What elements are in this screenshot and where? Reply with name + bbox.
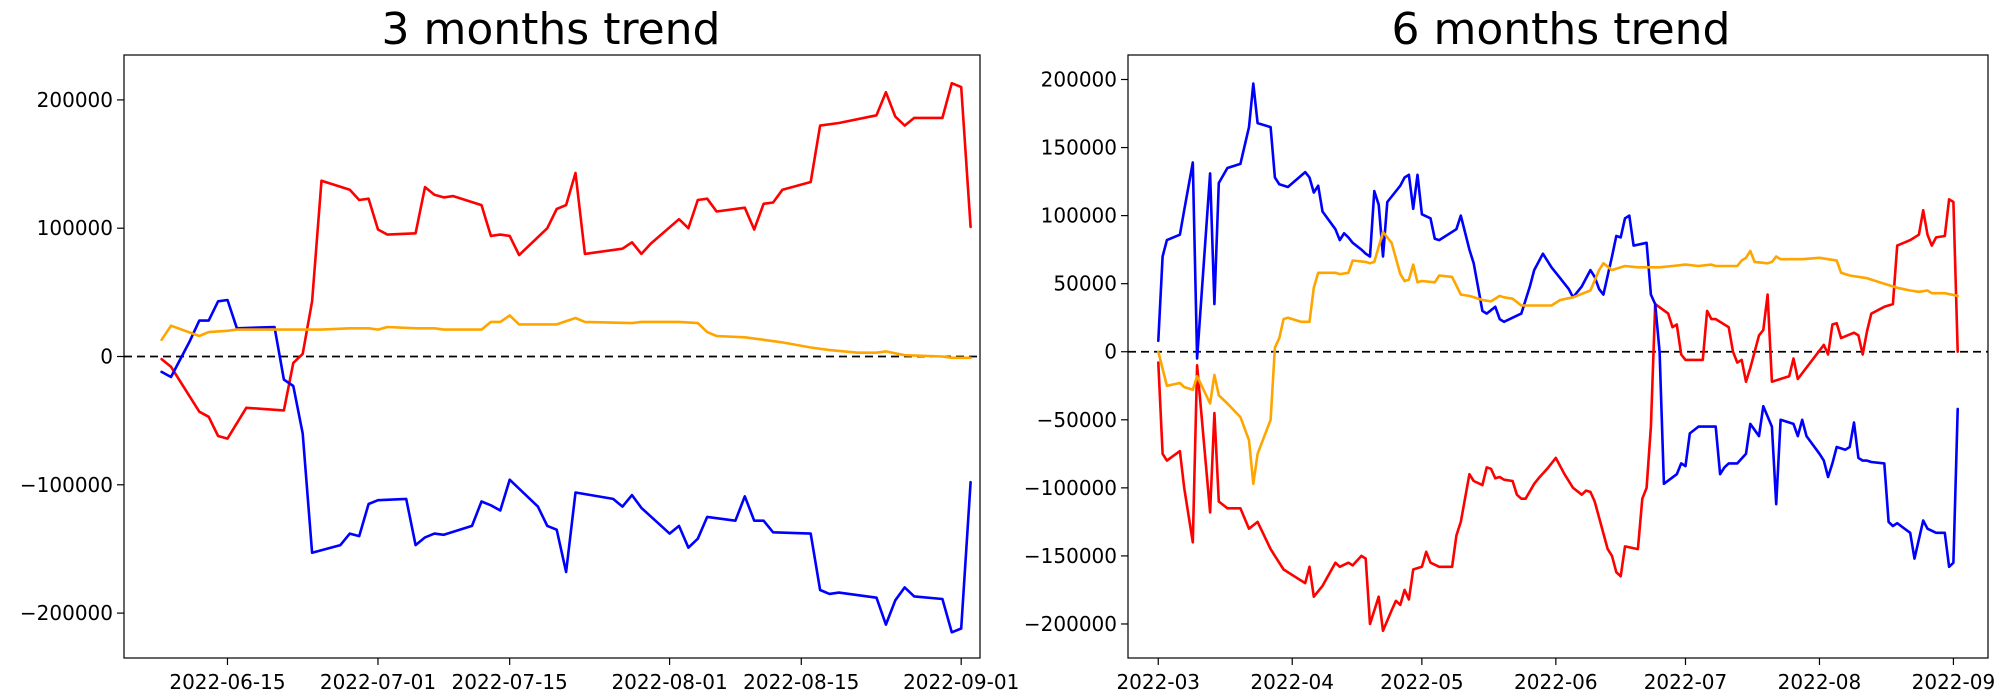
y-tick-label: 150000 (1041, 136, 1117, 160)
y-tick-label: −100000 (20, 473, 113, 497)
y-tick-label: 200000 (37, 88, 113, 112)
y-tick-label: 50000 (1053, 272, 1117, 296)
blue-series-line (1157, 82, 1959, 569)
x-tick-label: 2022-08-01 (611, 670, 727, 694)
x-tick-label: 2022-06-15 (169, 670, 285, 694)
x-tick-label: 2022-07-01 (320, 670, 436, 694)
chart-title: 3 months trend (382, 4, 721, 55)
y-tick-label: −50000 (1037, 408, 1117, 432)
plot-frame (1127, 54, 1989, 659)
x-tick-label: 2022-05 (1380, 670, 1464, 694)
y-tick-label: 100000 (37, 216, 113, 240)
x-tick-label: 2022-08-15 (743, 670, 859, 694)
orange-series-line (160, 314, 972, 360)
chart-3-months: 3 months trend −200000 −100000 0 100000 2000… (20, 4, 1019, 694)
x-tick-label: 2022-07 (1644, 670, 1728, 694)
y-tick-label: −100000 (1024, 476, 1117, 500)
chart-title: 6 months trend (1392, 4, 1731, 55)
blue-series-line (160, 298, 972, 634)
y-tick-label: 0 (100, 345, 113, 369)
chart-6-months: 6 months trend −200000 −150000 −100000 −500… (1024, 4, 1995, 694)
red-series-line (1157, 198, 1959, 633)
x-tick-label: 2022-08 (1778, 670, 1862, 694)
y-tick-label: 200000 (1041, 68, 1117, 92)
y-tick-label: −150000 (1024, 544, 1117, 568)
x-tick-label: 2022-07-15 (452, 670, 568, 694)
x-tick-label: 2022-06 (1514, 670, 1598, 694)
x-tick-label: 2022-03 (1116, 670, 1200, 694)
x-tick-label: 2022-04 (1250, 670, 1334, 694)
red-series-line (160, 81, 972, 440)
y-tick-label: 100000 (1041, 204, 1117, 228)
orange-series-line (1157, 230, 1959, 486)
x-tick-label: 2022-09-01 (903, 670, 1019, 694)
y-tick-label: −200000 (1024, 612, 1117, 636)
y-tick-label: 0 (1104, 340, 1117, 364)
y-tick-label: −200000 (20, 601, 113, 625)
x-tick-label: 2022-09 (1912, 670, 1996, 694)
